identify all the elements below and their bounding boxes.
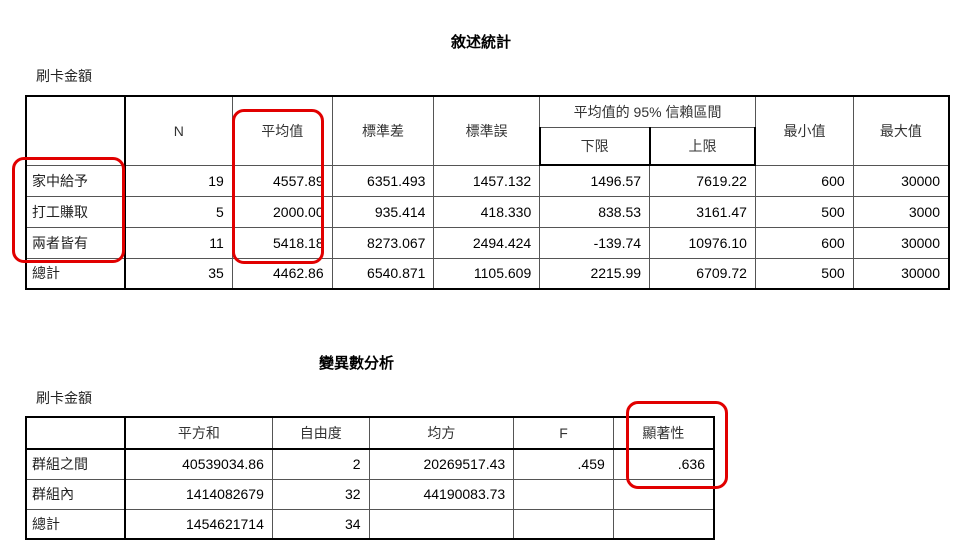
- header-sig: 顯著性: [612, 416, 715, 450]
- cell-ci-upper: 3161.47: [649, 195, 756, 228]
- table-row: 群組內 1414082679 32 44190083.73: [25, 478, 715, 510]
- cell-max: 30000: [852, 257, 950, 290]
- cell-df: 32: [271, 478, 370, 510]
- row-label: 家中給予: [25, 164, 126, 197]
- cell-f: .459: [513, 448, 614, 480]
- cell-std-err: 2494.424: [433, 226, 541, 259]
- anova-variable-label: 刷卡金額: [36, 391, 92, 407]
- cell-ci-upper: 10976.10: [649, 226, 756, 259]
- corner-cell: [25, 416, 126, 450]
- header-df: 自由度: [271, 416, 370, 450]
- header-std-dev: 標準差: [331, 95, 435, 166]
- cell-max: 30000: [852, 164, 950, 197]
- cell-std-err: 418.330: [433, 195, 541, 228]
- header-std-err: 標準誤: [433, 95, 541, 166]
- cell-std-dev: 935.414: [331, 195, 435, 228]
- cell-ci-lower: -139.74: [539, 226, 651, 259]
- cell-std-err: 1457.132: [433, 164, 541, 197]
- cell-std-dev: 8273.067: [331, 226, 435, 259]
- cell-ms: 20269517.43: [368, 448, 515, 480]
- row-label: 總計: [25, 508, 126, 540]
- cell-min: 600: [754, 164, 854, 197]
- cell-ci-lower: 1496.57: [539, 164, 651, 197]
- cell-df: 34: [271, 508, 370, 540]
- header-ci-group: 平均值的 95% 信賴區間: [539, 95, 756, 128]
- table-row: 打工賺取 5 2000.00 935.414 418.330 838.53 31…: [25, 195, 950, 228]
- row-label: 群組之間: [25, 448, 126, 480]
- cell-sig: [612, 478, 715, 510]
- cell-f: [513, 508, 614, 540]
- corner-cell: [25, 95, 126, 166]
- cell-std-err: 1105.609: [433, 257, 541, 290]
- cell-mean: 4557.89: [231, 164, 333, 197]
- cell-max: 30000: [852, 226, 950, 259]
- anova-header-row: 平方和 自由度 均方 F 顯著性: [25, 416, 715, 450]
- cell-f: [513, 478, 614, 510]
- table-row: 兩者皆有 11 5418.18 8273.067 2494.424 -139.7…: [25, 226, 950, 259]
- cell-ss: 40539034.86: [124, 448, 273, 480]
- descriptives-table: N 平均值 標準差 標準誤 平均值的 95% 信賴區間 最小值 最大值 下限 上…: [25, 95, 950, 290]
- anova-table: 平方和 自由度 均方 F 顯著性 群組之間 40539034.86 2 2026…: [25, 416, 715, 540]
- cell-ci-lower: 838.53: [539, 195, 651, 228]
- cell-ms: [368, 508, 515, 540]
- cell-max: 3000: [852, 195, 950, 228]
- cell-df: 2: [271, 448, 370, 480]
- cell-ci-upper: 7619.22: [649, 164, 756, 197]
- cell-ci-upper: 6709.72: [649, 257, 756, 290]
- row-label: 群組內: [25, 478, 126, 510]
- header-mean: 平均值: [231, 95, 333, 166]
- descriptives-header-row-1: N 平均值 標準差 標準誤 平均值的 95% 信賴區間 最小值 最大值: [25, 95, 950, 166]
- header-min: 最小值: [754, 95, 854, 166]
- header-ss: 平方和: [124, 416, 273, 450]
- cell-mean: 2000.00: [231, 195, 333, 228]
- descriptives-variable-label: 刷卡金額: [36, 69, 92, 85]
- cell-std-dev: 6540.871: [331, 257, 435, 290]
- anova-title: 變異數分析: [319, 354, 395, 372]
- row-label: 兩者皆有: [25, 226, 126, 259]
- descriptives-header-row-2: 下限 上限: [26, 126, 949, 166]
- table-row: 總計 1454621714 34: [25, 508, 715, 540]
- cell-n: 35: [124, 257, 233, 290]
- cell-mean: 5418.18: [231, 226, 333, 259]
- cell-ss: 1454621714: [124, 508, 273, 540]
- header-max: 最大值: [852, 95, 950, 166]
- cell-min: 500: [754, 195, 854, 228]
- cell-n: 19: [124, 164, 233, 197]
- cell-ci-lower: 2215.99: [539, 257, 651, 290]
- descriptives-title: 敘述統計: [451, 33, 512, 51]
- cell-ss: 1414082679: [124, 478, 273, 510]
- header-f: F: [513, 416, 614, 450]
- cell-min: 500: [754, 257, 854, 290]
- cell-std-dev: 6351.493: [331, 164, 435, 197]
- table-row: 總計 35 4462.86 6540.871 1105.609 2215.99 …: [25, 257, 950, 290]
- row-label: 總計: [25, 257, 126, 290]
- header-ci-upper: 上限: [649, 126, 757, 166]
- cell-n: 5: [124, 195, 233, 228]
- table-row: 群組之間 40539034.86 2 20269517.43 .459 .636: [25, 448, 715, 480]
- header-n: N: [124, 95, 233, 166]
- cell-ms: 44190083.73: [368, 478, 515, 510]
- header-ms: 均方: [368, 416, 515, 450]
- cell-n: 11: [124, 226, 233, 259]
- header-ci-lower: 下限: [538, 126, 651, 166]
- cell-sig: [612, 508, 715, 540]
- row-label: 打工賺取: [25, 195, 126, 228]
- cell-sig: .636: [612, 448, 715, 480]
- cell-min: 600: [754, 226, 854, 259]
- table-row: 家中給予 19 4557.89 6351.493 1457.132 1496.5…: [25, 164, 950, 197]
- cell-mean: 4462.86: [231, 257, 333, 290]
